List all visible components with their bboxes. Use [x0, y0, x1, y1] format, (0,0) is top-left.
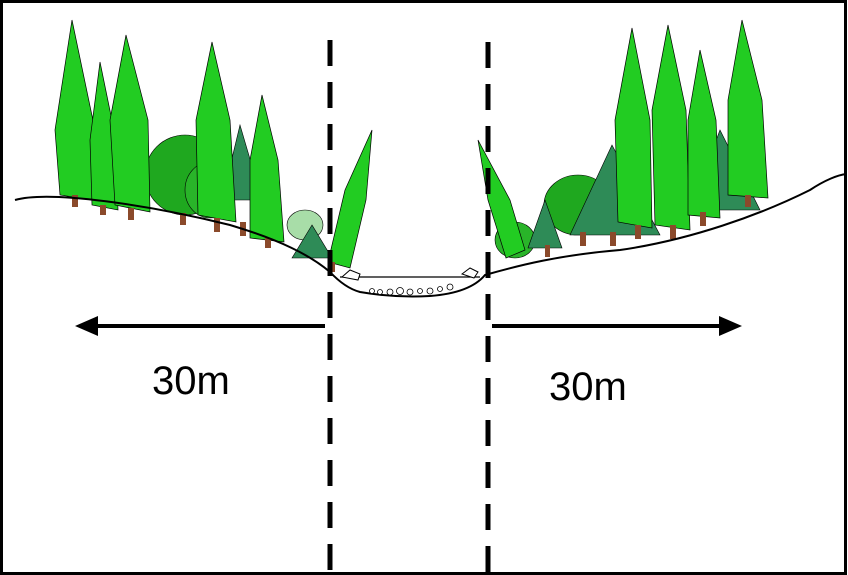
conifer-tree — [249, 94, 285, 243]
conifer-tree — [727, 19, 769, 199]
right-forest — [477, 19, 769, 259]
tree-trunk — [265, 238, 271, 248]
conifer-tree — [477, 139, 526, 259]
left-arrow — [75, 316, 325, 336]
pebble — [386, 288, 394, 296]
tree-trunk — [635, 225, 641, 239]
conifer-tree — [651, 24, 691, 231]
pebble — [426, 287, 434, 295]
left-distance-label: 30m — [152, 359, 230, 403]
ground-profile-line — [14, 173, 847, 298]
pebble — [396, 287, 404, 295]
pebble — [377, 289, 383, 295]
tree-trunk — [180, 213, 186, 225]
tree-trunk — [610, 232, 616, 246]
right-arrow — [492, 316, 742, 336]
pebble — [417, 288, 423, 294]
left-forest — [54, 19, 373, 272]
conifer-tree — [614, 27, 653, 229]
conifer-tree — [195, 41, 237, 223]
right-distance-label: 30m — [549, 365, 627, 409]
pebble — [437, 286, 443, 292]
tree-trunk — [214, 218, 220, 232]
tree-trunk — [670, 225, 676, 239]
conifer-tree — [109, 34, 151, 213]
rock — [460, 267, 479, 279]
pebble — [406, 288, 414, 296]
pebble — [369, 288, 375, 294]
conifer-tree — [687, 49, 721, 219]
right-arrow-head — [719, 316, 742, 336]
pebble — [446, 283, 454, 291]
conifer-tree — [327, 129, 373, 269]
tree-trunk — [128, 208, 134, 220]
tree-trunk — [100, 205, 106, 215]
left-arrow-head — [75, 316, 98, 336]
tree-trunk — [72, 195, 78, 207]
tree-trunk — [545, 245, 550, 257]
stream-bed — [340, 267, 480, 296]
tree-trunk — [700, 212, 706, 226]
tree-trunk — [745, 195, 751, 207]
rock — [340, 269, 361, 281]
conifer-tree — [54, 19, 96, 201]
tree-trunk — [580, 232, 586, 246]
